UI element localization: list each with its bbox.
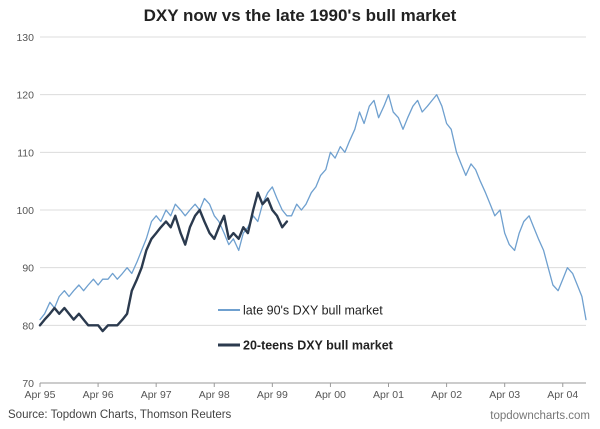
- source-note: Source: Topdown Charts, Thomson Reuters: [8, 409, 232, 421]
- y-tick-label: 120: [16, 90, 34, 102]
- y-axis-ticks: 70 80 90 100 110 120 130: [16, 32, 34, 390]
- series-line-late-90s: [39, 94, 587, 321]
- x-tick-label: Apr 01: [373, 389, 404, 401]
- x-tick-label: Apr 03: [489, 389, 520, 401]
- x-tick-label: Apr 97: [141, 389, 172, 401]
- legend: late 90's DXY bull market 20-teens DXY b…: [218, 304, 394, 353]
- x-tick-label: Apr 04: [547, 389, 578, 401]
- gridlines: [40, 36, 586, 326]
- y-tick-label: 80: [22, 320, 34, 332]
- x-tick-label: Apr 98: [199, 389, 230, 401]
- chart-title: DXY now vs the late 1990's bull market: [143, 6, 457, 25]
- y-tick-label: 130: [16, 32, 34, 44]
- x-axis-ticks: Apr 95 Apr 96 Apr 97 Apr 98 Apr 99 Apr 00 Apr …: [25, 383, 578, 401]
- y-tick-label: 100: [16, 205, 34, 217]
- x-tick-label: Apr 96: [83, 389, 114, 401]
- y-tick-label: 110: [17, 147, 34, 159]
- series-lines: [38, 94, 587, 333]
- x-tick-label: Apr 95: [25, 389, 56, 401]
- y-tick-label: 70: [22, 378, 34, 390]
- x-tick-label: Apr 00: [315, 389, 346, 401]
- legend-label-20-teens: 20-teens DXY bull market: [243, 339, 394, 353]
- y-tick-label: 90: [22, 263, 34, 275]
- legend-label-late-90s: late 90's DXY bull market: [243, 304, 383, 318]
- watermark-text: topdowncharts.com: [490, 410, 590, 422]
- x-tick-label: Apr 02: [431, 389, 462, 401]
- x-tick-label: Apr 99: [257, 389, 288, 401]
- series-line-20-teens: [38, 191, 289, 333]
